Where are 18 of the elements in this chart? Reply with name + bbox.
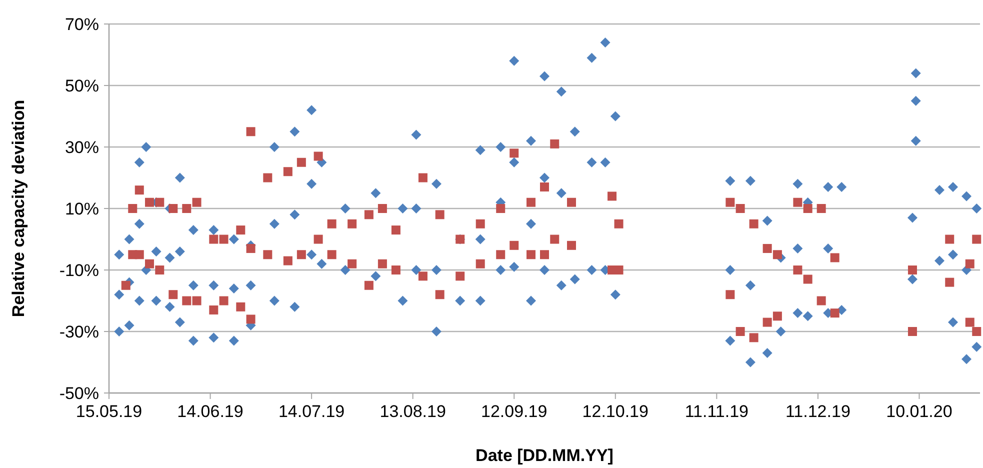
x-tick-label: 15.05.19 [76, 402, 142, 421]
y-tick-label: 10% [64, 199, 99, 218]
x-tick-label: 12.09.19 [481, 402, 548, 421]
y-tick-label: -10% [59, 260, 99, 280]
x-tick-label: 11.12.19 [785, 402, 850, 421]
y-tick-label: 50% [64, 76, 99, 96]
y-tick-label: 70% [64, 14, 99, 34]
x-tick-label: 12.10.19 [582, 402, 648, 421]
x-tick-label: 13.08.19 [380, 402, 446, 421]
x-tick-label: 14.06.19 [177, 402, 244, 421]
y-axis-title: Relative capacity deviation [9, 100, 28, 318]
y-tick-label: 30% [64, 138, 99, 157]
x-tick-label: 10.01.20 [886, 402, 952, 421]
y-tick-label: -50% [59, 384, 99, 403]
y-tick-label: -30% [59, 322, 99, 342]
x-axis-title: Date [DD.MM.YY] [476, 446, 614, 465]
x-tick-label: 14.07.19 [278, 402, 345, 421]
x-tick-label: 11.11.19 [684, 402, 749, 421]
